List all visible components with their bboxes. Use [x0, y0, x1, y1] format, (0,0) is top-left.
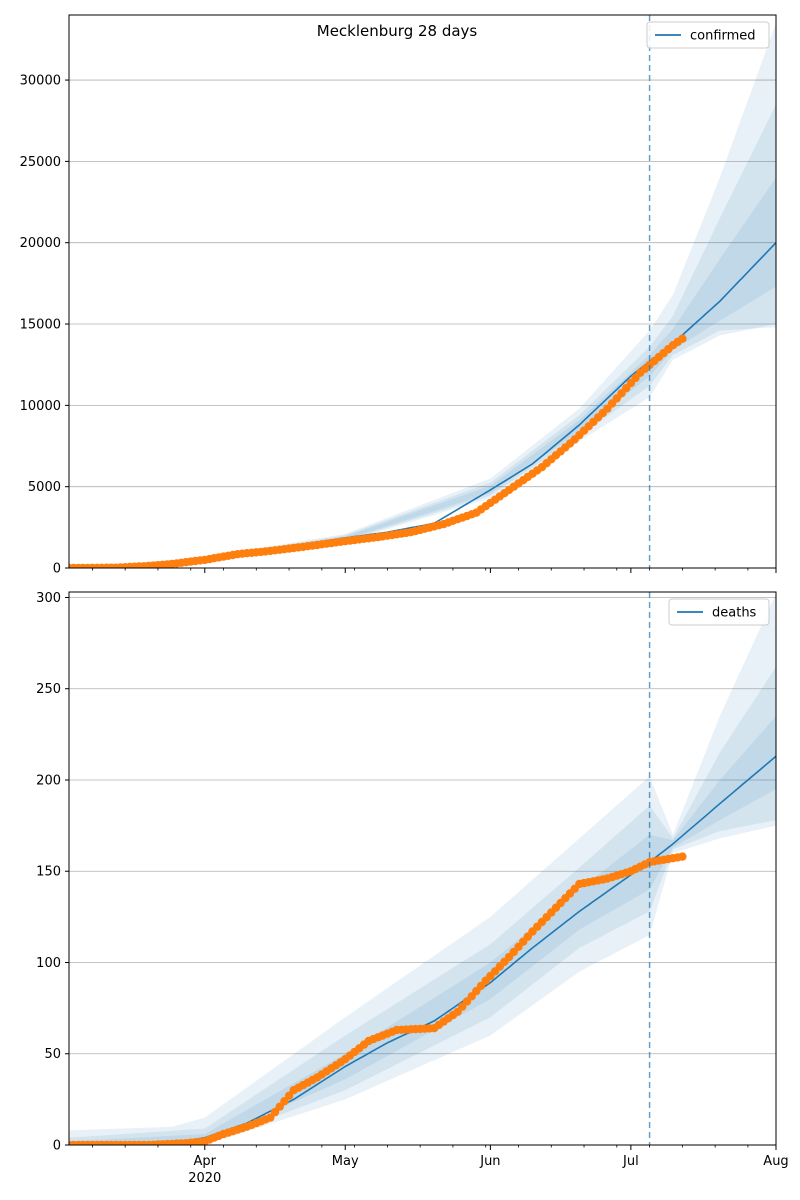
y-tick-label: 250	[36, 682, 61, 697]
y-tick-label: 30000	[20, 74, 61, 89]
observed-point	[270, 1107, 280, 1117]
axes-frame	[68, 591, 777, 1146]
uncertainty-band	[69, 666, 776, 1145]
y-tick-label: 200	[36, 773, 61, 788]
uncertainty-band	[69, 23, 776, 568]
observed-point	[284, 1091, 294, 1100]
plot-area	[69, 15, 776, 568]
observed-point	[678, 334, 687, 343]
uncertainty-band	[69, 716, 776, 1145]
confirmed-panel: 0 5000 10000 15000 20000 25000 30000 confirmed	[20, 14, 777, 577]
figure-title: Mecklenburg 28 days	[317, 22, 478, 40]
observed-point	[280, 1097, 289, 1106]
x-tick-sublabel: 2020	[188, 1171, 221, 1186]
y-tick-label: 0	[53, 1139, 61, 1154]
axes-frame	[68, 14, 777, 569]
x-tick-label: Jun	[479, 1154, 500, 1169]
y-tick-label: 15000	[20, 318, 61, 333]
x-tick-label: May	[332, 1154, 359, 1169]
legend-label: confirmed	[690, 29, 756, 44]
legend-label: deaths	[712, 606, 757, 621]
forecast-median-line	[69, 755, 776, 1145]
x-tick-label: Aug	[763, 1154, 788, 1169]
observed-point	[678, 852, 687, 861]
deaths-panel: 0 50 100 150 200 250 300 Apr 2020 May Jun Jul Aug dea…	[36, 591, 789, 1186]
y-tick-label: 300	[36, 591, 61, 606]
x-tick-label: Apr	[194, 1154, 217, 1169]
legend-box	[668, 598, 770, 626]
plot-area	[69, 592, 776, 1145]
y-tick-label: 0	[53, 562, 61, 577]
y-tick-label: 100	[36, 956, 61, 971]
y-tick-label: 5000	[28, 480, 61, 495]
y-tick-label: 20000	[20, 236, 61, 251]
y-tick-label: 10000	[20, 399, 61, 414]
uncertainty-band	[69, 593, 776, 1145]
y-tick-label: 25000	[20, 155, 61, 170]
observed-point	[266, 1113, 275, 1122]
legend-box	[646, 21, 770, 49]
x-tick-label: Jul	[622, 1154, 639, 1169]
y-tick-label: 50	[44, 1047, 61, 1062]
y-tick-label: 150	[36, 865, 61, 880]
observed-point	[275, 1102, 284, 1111]
